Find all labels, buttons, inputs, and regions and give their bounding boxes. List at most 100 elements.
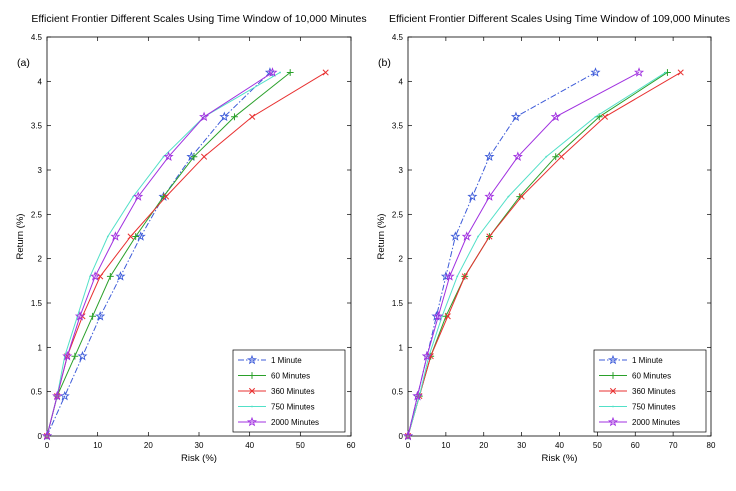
- x-tick-label: 30: [195, 441, 204, 450]
- data-point: [433, 311, 444, 321]
- x-tick-label: 40: [245, 441, 254, 450]
- y-tick-label: 3.5: [31, 122, 43, 131]
- x-tick-label: 60: [631, 441, 640, 450]
- y-tick-label: 4.5: [31, 33, 43, 42]
- x-tick-label: 0: [45, 441, 50, 450]
- y-tick-label: 0.5: [31, 388, 43, 397]
- data-point: [89, 312, 96, 320]
- data-point: [634, 67, 645, 77]
- data-point: [402, 430, 414, 441]
- y-tick-label: 2: [38, 255, 43, 264]
- data-point: [106, 235, 109, 238]
- data-point: [590, 67, 601, 77]
- data-point: [450, 231, 461, 241]
- data-point: [279, 71, 281, 74]
- data-point: [518, 193, 525, 200]
- data-point: [77, 350, 88, 361]
- x-tick-label: 30: [517, 441, 526, 450]
- x-tick-label: 10: [93, 441, 102, 450]
- data-point: [135, 231, 146, 241]
- data-point: [62, 350, 73, 361]
- y-tick-label: 4.5: [392, 33, 404, 42]
- data-point: [322, 69, 329, 76]
- data-point: [286, 69, 294, 76]
- data-point: [162, 155, 165, 158]
- x-tick-label: 50: [296, 441, 305, 450]
- data-point: [552, 153, 560, 161]
- series-2000-minutes: [41, 67, 278, 441]
- data-point: [199, 111, 210, 122]
- data-point: [558, 153, 565, 160]
- data-point: [106, 273, 114, 280]
- data-point: [52, 390, 63, 401]
- series-line: [46, 72, 291, 437]
- y-tick-label: 2: [399, 255, 404, 264]
- data-point: [664, 71, 667, 74]
- legend-marker: [246, 354, 258, 365]
- data-point: [110, 231, 121, 241]
- series-line: [46, 72, 271, 437]
- series-line: [407, 72, 640, 437]
- y-axis-label: Return (%): [376, 214, 387, 260]
- data-point: [95, 311, 106, 321]
- y-tick-label: 4: [399, 77, 404, 86]
- data-point: [41, 430, 53, 441]
- x-tick-label: 20: [144, 441, 153, 450]
- data-point: [412, 390, 423, 401]
- panel-label: (b): [378, 57, 391, 69]
- series-line: [46, 72, 281, 437]
- legend-marker: [607, 416, 619, 427]
- data-point: [115, 271, 126, 281]
- data-point: [127, 233, 134, 240]
- x-tick-label: 50: [593, 441, 602, 450]
- chart-panel: Efficient Frontier Different Scales Usin…: [376, 13, 730, 464]
- data-point: [200, 153, 208, 160]
- legend-marker: [246, 416, 258, 427]
- chart-title: Efficient Frontier Different Scales Usin…: [31, 13, 366, 25]
- data-point: [249, 113, 256, 120]
- data-point: [484, 191, 495, 201]
- data-point: [477, 235, 479, 238]
- legend: 1 Minute 60 Minutes 360 Minutes 750 Minutes…: [232, 349, 346, 433]
- data-point: [510, 111, 521, 122]
- data-point: [467, 191, 478, 201]
- legend-label: 360 Minutes: [632, 387, 676, 396]
- data-point: [550, 111, 561, 122]
- legend-label: 750 Minutes: [271, 403, 315, 412]
- series-line: [407, 72, 666, 437]
- data-point: [132, 233, 140, 240]
- legend-marker: [248, 387, 256, 395]
- legend-label: 1 Minute: [271, 356, 302, 365]
- x-axis-label: Risk (%): [181, 453, 217, 464]
- y-tick-label: 2.5: [31, 210, 43, 219]
- legend-marker: [609, 387, 617, 395]
- data-point: [486, 233, 493, 240]
- y-tick-label: 3: [38, 166, 43, 175]
- data-point: [267, 67, 278, 77]
- data-point: [677, 69, 684, 76]
- data-point: [231, 113, 238, 121]
- data-point: [512, 151, 523, 161]
- x-tick-label: 0: [406, 441, 411, 450]
- legend-label: 1 Minute: [632, 356, 663, 365]
- legend-label: 750 Minutes: [632, 403, 676, 412]
- legend-marker: [251, 405, 253, 408]
- x-tick-label: 10: [441, 441, 450, 450]
- y-tick-label: 4: [38, 77, 43, 86]
- data-point: [133, 191, 144, 201]
- y-tick-label: 1.5: [31, 299, 43, 308]
- data-point: [59, 390, 70, 401]
- chart-panel: Efficient Frontier Different Scales Usin…: [15, 13, 367, 464]
- data-point: [507, 195, 510, 198]
- series-line: [407, 72, 681, 437]
- data-point: [89, 275, 91, 278]
- legend: 1 Minute 60 Minutes 360 Minutes 750 Minutes…: [593, 349, 707, 433]
- legend-label: 60 Minutes: [632, 372, 671, 381]
- y-tick-label: 2.5: [392, 210, 404, 219]
- data-point: [461, 231, 472, 241]
- series-2000-minutes: [402, 67, 645, 441]
- data-point: [90, 271, 101, 281]
- data-point: [594, 115, 597, 118]
- data-point: [163, 151, 174, 161]
- legend-marker: [607, 354, 619, 365]
